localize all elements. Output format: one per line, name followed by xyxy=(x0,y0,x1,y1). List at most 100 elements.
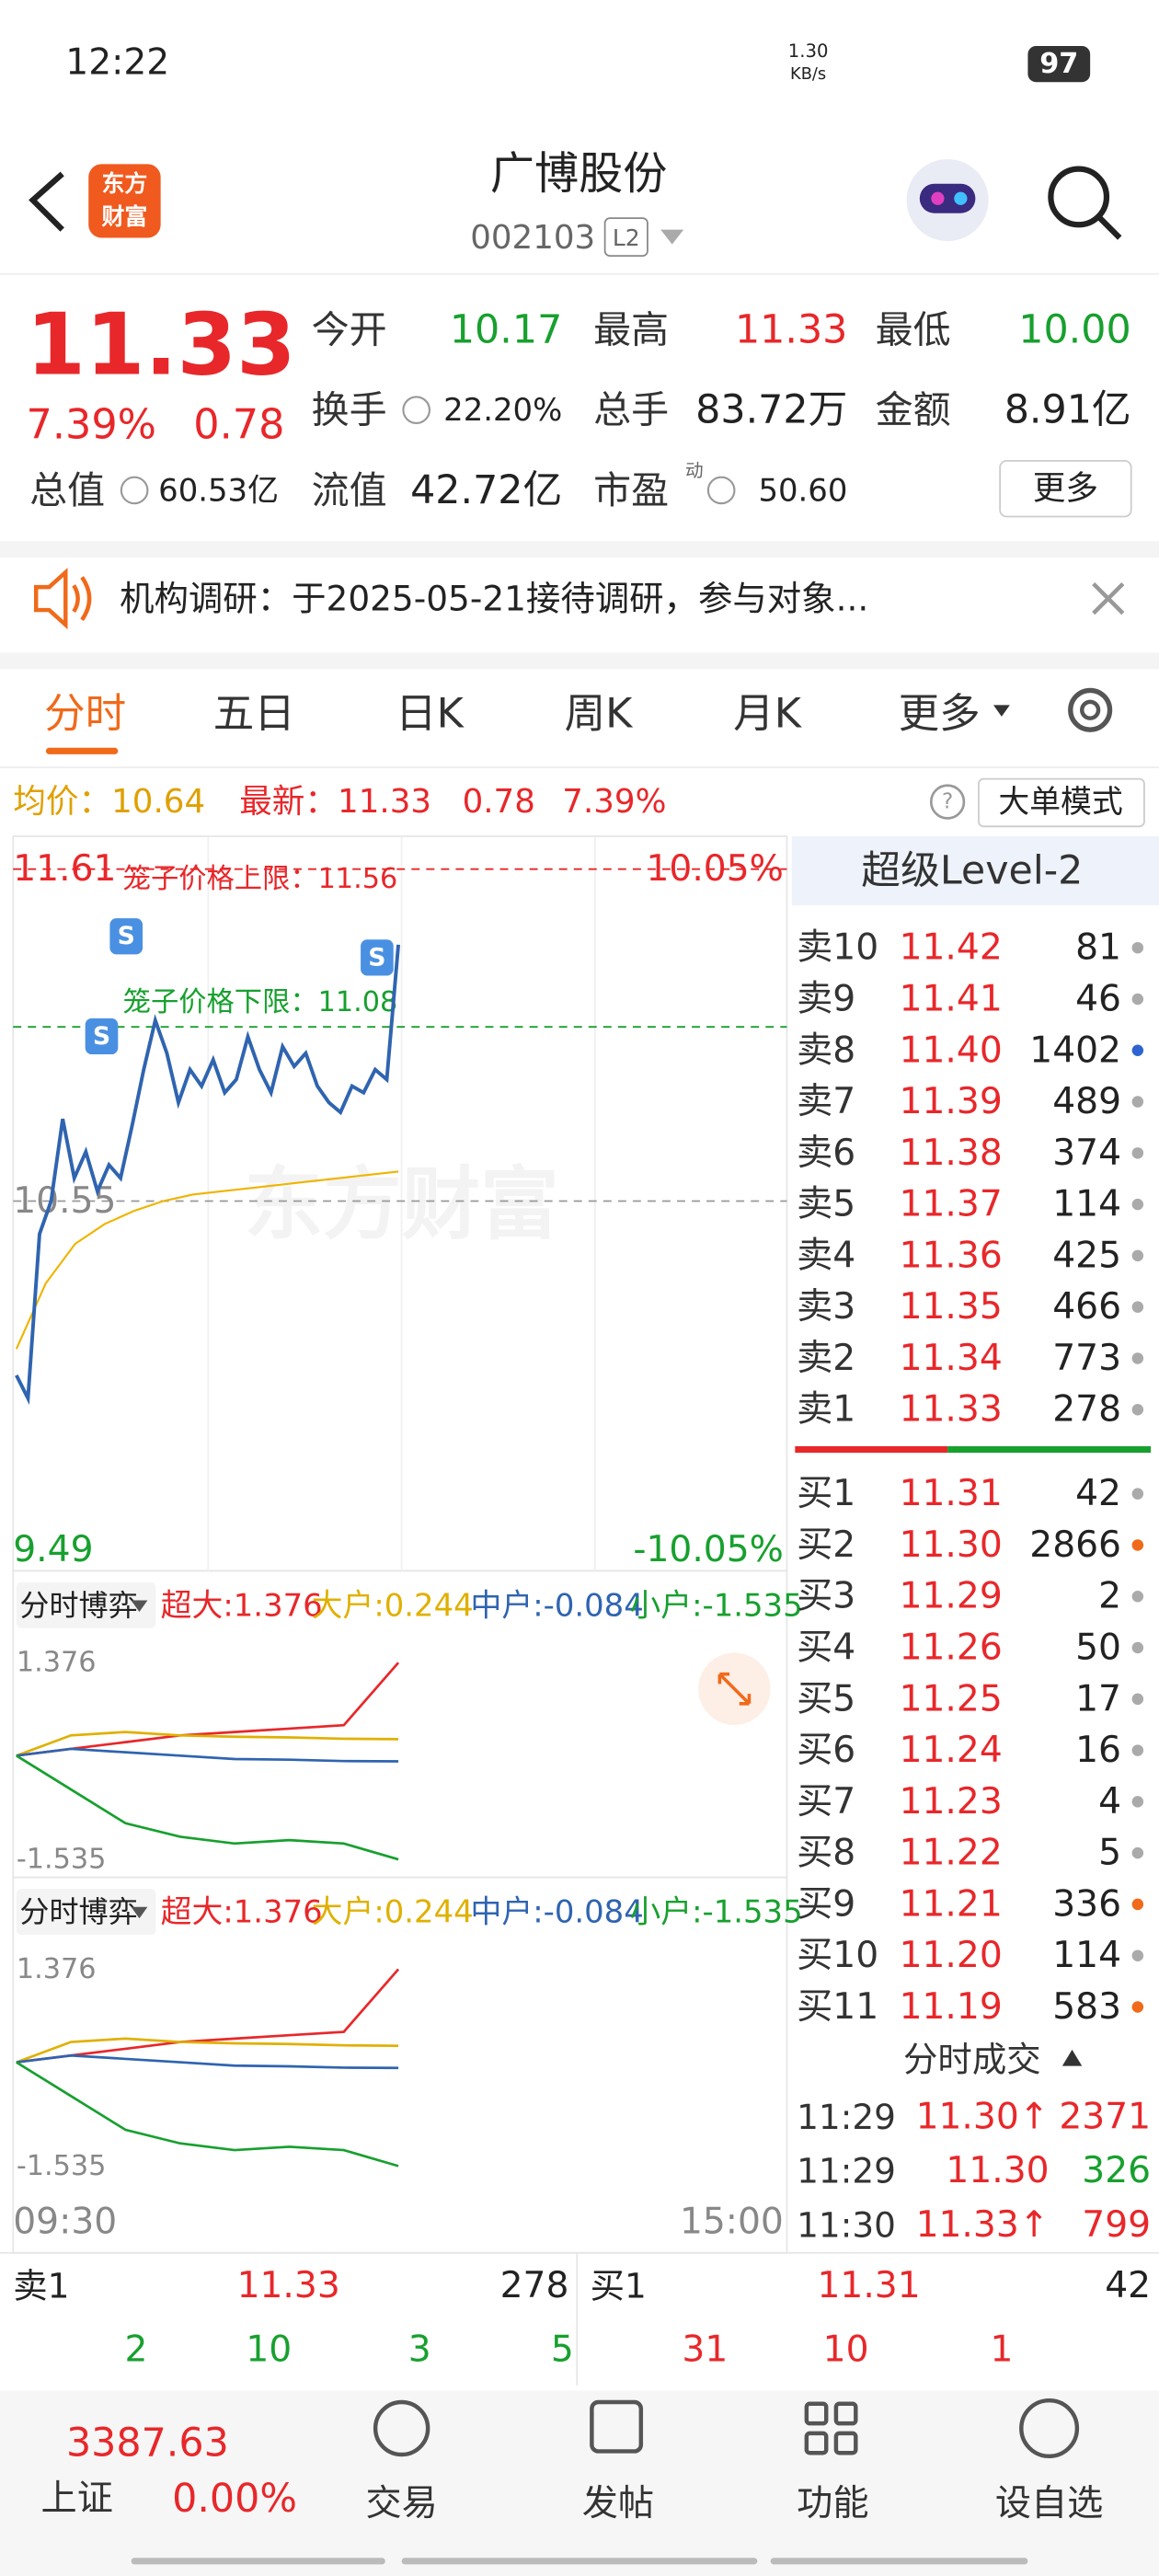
nav-item[interactable]: 交易 xyxy=(365,2483,437,2524)
legend-entry: 超大:1.376 xyxy=(161,1894,323,1930)
index-value[interactable]: 3387.63 xyxy=(66,2421,229,2467)
field-value: 60.53亿 xyxy=(158,472,279,508)
trade-time: 11:29 xyxy=(797,2151,896,2191)
book-label: 买11 xyxy=(797,1986,878,2028)
status-time: 12:22 xyxy=(65,41,169,83)
book-label: 卖8 xyxy=(797,1029,855,1071)
volume-dot xyxy=(1131,1301,1144,1313)
change: 0.78 xyxy=(463,783,535,821)
back-button[interactable] xyxy=(29,171,64,232)
volume-dot xyxy=(1131,1641,1144,1654)
field-label: 流值 xyxy=(312,468,387,512)
book-label: 买5 xyxy=(797,1678,855,1719)
trade-volume: 326 xyxy=(1082,2150,1151,2191)
change-pct: 7.39% xyxy=(27,401,157,449)
volume-dot xyxy=(1131,1249,1144,1262)
volume-dot xyxy=(1131,1096,1144,1108)
book-price: 11.19 xyxy=(900,1986,1003,2028)
tab[interactable]: 更多 xyxy=(899,689,981,737)
field-value: 11.33 xyxy=(735,306,847,352)
panel-header[interactable]: 分时博弈 xyxy=(19,1894,137,1929)
y-tick-label: 1.376 xyxy=(17,1647,97,1679)
volume-dot xyxy=(1131,2001,1144,2013)
more-label[interactable]: 更多 xyxy=(1033,470,1098,508)
sell-count: 10 xyxy=(246,2329,292,2370)
badge-box xyxy=(603,217,648,258)
book-volume: 5 xyxy=(1098,1833,1121,1874)
volume-dot xyxy=(1131,1744,1144,1756)
book-label: 买8 xyxy=(797,1833,855,1874)
info-icon xyxy=(402,396,430,424)
func-icon xyxy=(833,2401,858,2426)
tab[interactable]: 日K xyxy=(396,689,465,737)
search-button[interactable] xyxy=(1048,166,1110,228)
nav-item[interactable]: 发帖 xyxy=(582,2483,654,2524)
field-label: 最高 xyxy=(593,307,669,351)
level2-header-bg xyxy=(791,836,1159,905)
trade-icon xyxy=(373,2399,430,2457)
mode-label[interactable]: 大单模式 xyxy=(998,784,1122,820)
tab[interactable]: 月K xyxy=(733,689,803,737)
change: 0.78 xyxy=(193,401,284,449)
ask-ratio-bar xyxy=(795,1445,948,1454)
price: 11.33 xyxy=(27,294,296,394)
y2-tick-label: -10.05% xyxy=(633,1529,784,1570)
settings-button[interactable] xyxy=(1068,687,1113,732)
legend-entry: 小户:-1.535 xyxy=(629,1894,802,1930)
field-label: 最低 xyxy=(876,307,951,351)
tab[interactable]: 周K xyxy=(565,689,635,737)
volume-dot xyxy=(1131,1539,1144,1551)
book-price: 11.29 xyxy=(900,1576,1003,1617)
series-line xyxy=(16,2053,399,2070)
book-price: 11.36 xyxy=(900,1235,1003,1276)
book-label: 卖9 xyxy=(797,978,855,1019)
tab[interactable]: 分时 xyxy=(44,689,126,737)
y-tick-label: -1.535 xyxy=(17,2150,107,2182)
help-icon[interactable] xyxy=(929,784,966,820)
logo xyxy=(88,164,161,238)
trade-price: 11.33↑ xyxy=(916,2204,1050,2246)
series-line xyxy=(16,1731,399,1757)
book-volume: 16 xyxy=(1075,1730,1121,1771)
book-price: 11.20 xyxy=(900,1935,1003,1976)
legend-entry: 中户:-0.084 xyxy=(470,1587,643,1623)
summary-price: 11.31 xyxy=(817,2265,920,2306)
panel-selector[interactable] xyxy=(16,1581,156,1628)
nav-item[interactable]: 功能 xyxy=(797,2483,868,2524)
panel-header[interactable]: 分时博弈 xyxy=(19,1588,137,1623)
volume-dot xyxy=(1131,1488,1144,1500)
book-label: 买9 xyxy=(797,1883,855,1925)
volume-dot xyxy=(1131,1590,1144,1603)
book-label: 买1 xyxy=(797,1473,855,1514)
level2-title: 超级Level-2 xyxy=(861,847,1083,893)
buy-count: 10 xyxy=(823,2329,869,2370)
nav-item[interactable]: 设自选 xyxy=(995,2483,1104,2524)
series-line xyxy=(16,1754,399,1861)
badge: L2 xyxy=(613,224,640,251)
book-volume: 114 xyxy=(1052,1935,1121,1976)
home-indicator xyxy=(131,2558,385,2565)
sell-count: 3 xyxy=(408,2329,431,2370)
watermark: 东方财富 xyxy=(245,1160,559,1251)
stock-code: 002103 xyxy=(470,219,595,257)
speaker-icon xyxy=(33,568,68,630)
notice-text[interactable]: 机构调研：于2025-05-21接待调研，参与对象... xyxy=(120,579,868,619)
panel-selector[interactable] xyxy=(16,1889,156,1936)
book-volume: 50 xyxy=(1075,1627,1121,1669)
stock-name: 广博股份 xyxy=(490,148,667,200)
book-label: 买3 xyxy=(797,1576,855,1617)
book-volume: 278 xyxy=(1052,1389,1121,1431)
avatar-visor xyxy=(919,183,976,213)
book-volume: 1402 xyxy=(1029,1029,1121,1071)
book-label: 买10 xyxy=(797,1935,878,1976)
tab[interactable]: 五日 xyxy=(213,689,295,737)
field-label: 总手 xyxy=(593,388,669,432)
close-notice[interactable] xyxy=(1092,581,1125,615)
volume-dot xyxy=(1131,993,1144,1006)
mode-button[interactable] xyxy=(978,777,1145,828)
more-button[interactable] xyxy=(999,460,1132,518)
series-line xyxy=(16,1662,400,1757)
summary-volume: 42 xyxy=(1105,2265,1151,2306)
dropdown-arrow xyxy=(660,229,684,245)
book-price: 11.35 xyxy=(900,1286,1003,1328)
